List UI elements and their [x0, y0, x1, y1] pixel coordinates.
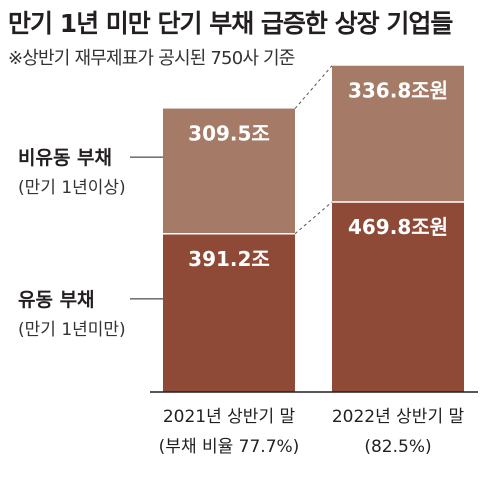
legend-name-non_current: 비유동 부채	[18, 147, 112, 169]
connector-lines	[294, 65, 333, 235]
bar-noncurrent-0	[163, 108, 295, 234]
connector-line-1	[294, 201, 333, 235]
category-label-0: 2021년 상반기 말	[163, 407, 296, 427]
legend-name-current: 유동 부채	[18, 289, 95, 311]
legend-sublabel-current: (만기 1년미만)	[18, 320, 126, 340]
legend-sublabel-non_current: (만기 1년이상)	[18, 178, 126, 198]
category-label-1: 2022년 상반기 말	[332, 407, 465, 427]
value-label-noncurrent-1: 336.8조원	[348, 79, 448, 103]
value-label-current-0: 391.2조	[188, 247, 270, 271]
value-label-noncurrent-0: 309.5조	[188, 122, 270, 146]
bars-group: 391.2조 309.5조 469.8조원 336.8조원	[163, 65, 464, 392]
bar-current-1	[332, 201, 464, 392]
chart-title: 만기 1년 미만 단기 부채 급증한 상장 기업들	[8, 9, 453, 38]
chart-subtitle: ※상반기 재무제표가 공시된 750사 기준	[8, 48, 295, 69]
connector-line-0	[294, 65, 333, 109]
category-sublabel-1: (82.5%)	[364, 437, 431, 457]
bar-current-0	[163, 233, 295, 392]
category-sublabel-0: (부채 비율 77.7%)	[159, 437, 300, 457]
series-legend: 비유동 부채 (만기 1년이상) 유동 부채 (만기 1년미만)	[18, 147, 163, 340]
category-labels: 2021년 상반기 말 (부채 비율 77.7%) 2022년 상반기 말 (82.5…	[159, 407, 465, 457]
value-label-current-1: 469.8조원	[348, 215, 448, 239]
bar-noncurrent-1	[332, 65, 464, 202]
